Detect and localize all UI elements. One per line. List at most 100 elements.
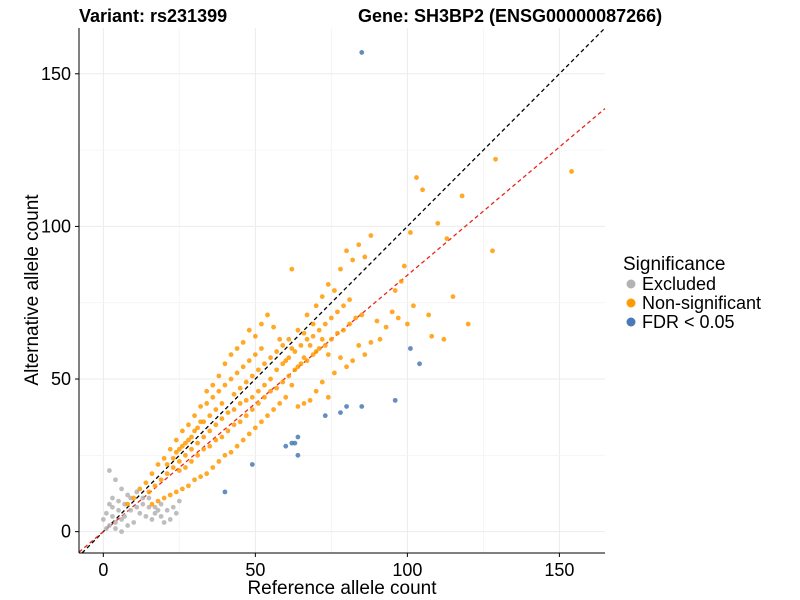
data-point xyxy=(240,437,246,443)
data-point xyxy=(176,468,182,473)
x-tick-label: 0 xyxy=(98,560,108,580)
data-point xyxy=(110,504,115,510)
data-point xyxy=(331,288,337,293)
data-point xyxy=(295,434,301,440)
data-point xyxy=(167,517,173,522)
data-point xyxy=(201,419,207,425)
data-point xyxy=(222,361,228,367)
data-point xyxy=(268,388,273,394)
data-point xyxy=(368,339,374,345)
data-point xyxy=(383,324,389,330)
data-point xyxy=(265,312,270,318)
data-point xyxy=(344,248,349,254)
data-point xyxy=(325,352,331,357)
data-point xyxy=(274,367,280,373)
data-point xyxy=(359,404,365,409)
data-point xyxy=(207,443,213,449)
data-point xyxy=(237,419,243,425)
data-point xyxy=(149,517,155,522)
data-point xyxy=(219,416,225,422)
data-point xyxy=(280,361,286,367)
data-point xyxy=(268,355,273,361)
data-point xyxy=(246,431,252,437)
data-point xyxy=(140,495,146,501)
data-point xyxy=(219,401,225,406)
data-point xyxy=(222,452,228,458)
data-point xyxy=(304,358,310,364)
data-point xyxy=(286,336,292,342)
data-point xyxy=(389,309,395,315)
data-point xyxy=(192,413,197,419)
data-point xyxy=(259,346,264,351)
data-point xyxy=(280,343,286,348)
data-point xyxy=(216,388,222,394)
data-point xyxy=(216,373,222,379)
data-point xyxy=(128,507,134,513)
data-point xyxy=(350,358,356,364)
data-point xyxy=(249,394,255,400)
data-point xyxy=(213,422,219,428)
data-point xyxy=(186,437,191,443)
data-point xyxy=(319,294,325,300)
data-point xyxy=(225,410,231,415)
data-point xyxy=(240,339,246,345)
data-point xyxy=(252,352,258,357)
data-point xyxy=(189,434,194,440)
data-point xyxy=(231,422,237,428)
data-point xyxy=(183,452,188,458)
data-point xyxy=(356,343,362,348)
data-point xyxy=(325,394,331,400)
data-point xyxy=(204,401,210,406)
data-point xyxy=(167,446,173,452)
data-point xyxy=(359,50,365,55)
data-point xyxy=(280,379,286,385)
data-point xyxy=(183,465,188,470)
data-point xyxy=(125,492,131,498)
data-point xyxy=(286,373,292,379)
data-point xyxy=(310,352,316,357)
data-point xyxy=(161,520,167,525)
data-point xyxy=(420,187,425,193)
data-point xyxy=(137,486,143,492)
data-point xyxy=(292,367,298,373)
data-point xyxy=(149,471,155,477)
data-point xyxy=(173,510,179,516)
data-point xyxy=(262,361,267,367)
data-point xyxy=(338,355,343,361)
data-point xyxy=(283,358,289,364)
data-point xyxy=(131,495,137,501)
data-point xyxy=(107,523,112,528)
data-point xyxy=(316,346,322,351)
data-point xyxy=(207,413,213,419)
data-point xyxy=(192,477,197,483)
data-point xyxy=(356,242,362,248)
data-point xyxy=(295,364,301,370)
data-point xyxy=(353,315,359,321)
data-point xyxy=(319,336,325,342)
data-point xyxy=(222,382,228,388)
data-point xyxy=(119,486,124,492)
data-point xyxy=(134,489,140,495)
data-point xyxy=(228,449,234,455)
data-point xyxy=(341,327,346,333)
x-tick-label: 100 xyxy=(392,560,422,580)
data-point xyxy=(493,156,498,162)
data-point xyxy=(216,459,222,464)
data-point xyxy=(167,492,173,498)
data-point xyxy=(569,169,574,174)
data-point xyxy=(319,379,325,385)
data-point xyxy=(149,501,155,507)
data-point xyxy=(338,410,343,415)
data-point xyxy=(170,455,176,461)
data-point xyxy=(219,434,225,440)
data-point xyxy=(347,321,353,327)
chart-title-variant: Variant: rs231399 xyxy=(79,6,227,26)
data-point xyxy=(161,495,167,501)
x-tick-label: 50 xyxy=(245,560,265,580)
data-point xyxy=(198,404,204,409)
data-point xyxy=(195,452,200,458)
data-point xyxy=(161,455,167,461)
data-point xyxy=(231,391,237,397)
data-point xyxy=(119,529,124,535)
data-point xyxy=(225,428,231,434)
